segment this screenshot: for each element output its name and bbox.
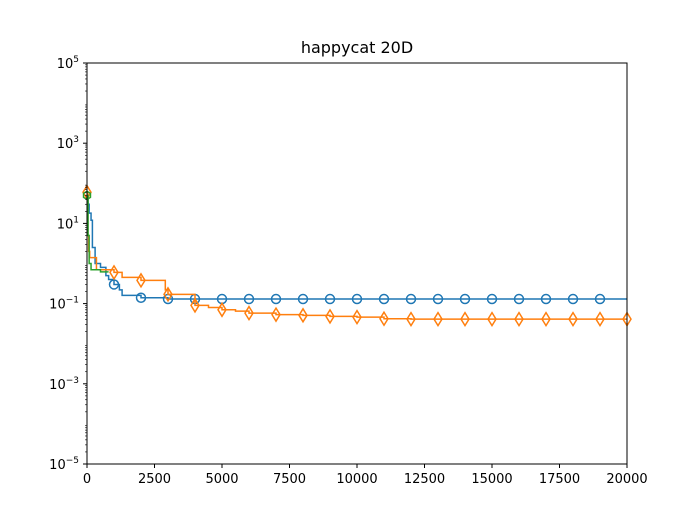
diamond-marker: [568, 311, 578, 328]
circle-marker: [540, 293, 552, 305]
x-tick-label: 12500: [404, 472, 445, 487]
x-tick-label: 17500: [539, 472, 580, 487]
x-tick-label: 7500: [273, 472, 306, 487]
diamond-marker: [433, 311, 443, 328]
diamond-marker: [379, 310, 389, 327]
y-tick-label: 10−5: [49, 456, 79, 473]
diamond-marker: [541, 311, 551, 328]
x-tick-label: 2500: [138, 472, 171, 487]
y-tick-label: 101: [57, 215, 79, 232]
circle-marker: [513, 293, 525, 305]
diamond-marker: [325, 308, 335, 325]
diamond-marker: [595, 311, 605, 328]
circle-marker: [594, 293, 606, 305]
series-1: [87, 194, 627, 300]
diamond-marker: [217, 301, 227, 318]
circle-marker: [243, 293, 255, 305]
diamond-marker: [190, 297, 200, 314]
circle-marker: [432, 293, 444, 305]
series-layer: [82, 184, 632, 328]
circle-marker: [270, 293, 282, 305]
circle-marker: [405, 293, 417, 305]
diamond-marker: [514, 311, 524, 328]
y-tick-label: 105: [57, 55, 79, 72]
circle-marker: [378, 293, 390, 305]
x-tick-label: 20000: [606, 472, 647, 487]
circle-marker: [486, 293, 498, 305]
y-tick-label: 103: [57, 135, 79, 152]
x-tick-label: 15000: [471, 472, 512, 487]
diamond-marker: [406, 311, 416, 328]
diamond-marker: [298, 307, 308, 324]
x-tick-label: 10000: [336, 472, 377, 487]
diamond-marker: [109, 264, 119, 281]
circle-marker: [324, 293, 336, 305]
y-tick-label: 10−1: [49, 296, 79, 313]
x-tick-label: 0: [83, 472, 91, 487]
circle-marker: [351, 293, 363, 305]
circle-marker: [135, 292, 147, 303]
diamond-marker: [460, 311, 470, 328]
chart-title: happycat 20D: [301, 38, 413, 57]
diamond-marker: [352, 309, 362, 326]
y-tick-label: 10−3: [49, 376, 79, 393]
circle-marker: [567, 293, 579, 305]
x-tick-label: 5000: [205, 472, 238, 487]
series-line-1: [87, 194, 627, 300]
diamond-marker: [271, 306, 281, 323]
series-line-3: [87, 194, 109, 273]
series-markers-2: [82, 184, 632, 328]
circle-marker: [297, 293, 309, 305]
series-markers-1: [108, 279, 606, 305]
series-2: [87, 191, 627, 320]
diamond-marker: [244, 305, 254, 322]
diamond-marker: [163, 286, 173, 303]
circle-marker: [459, 293, 471, 305]
series-3: [87, 194, 109, 273]
diamond-marker: [487, 311, 497, 328]
series-line-2: [87, 191, 627, 320]
axes-layer: 0 2500 5000 7500 10000 12500 15000 17500 20000 10…: [49, 55, 648, 487]
diamond-marker: [136, 272, 146, 289]
